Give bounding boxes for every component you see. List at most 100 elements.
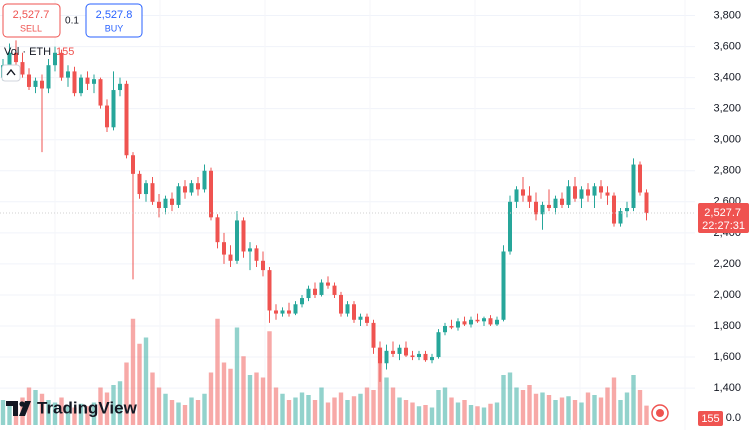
candle-body bbox=[14, 52, 18, 63]
quantity: 0.1 bbox=[65, 16, 79, 27]
y-tick-label: 3,800 bbox=[713, 9, 741, 21]
volume-bar bbox=[611, 377, 617, 425]
volume-bar bbox=[468, 405, 474, 425]
candle-body bbox=[404, 347, 408, 356]
candle-body bbox=[612, 195, 616, 224]
volume-bar bbox=[455, 402, 461, 425]
candle-body bbox=[46, 65, 51, 89]
candle-body bbox=[391, 350, 395, 354]
candle-body bbox=[508, 201, 512, 252]
buy-price: 2,527.8 bbox=[96, 9, 133, 21]
y-tick-label: 1,600 bbox=[713, 351, 741, 363]
grid bbox=[0, 15, 695, 389]
candle-body bbox=[111, 90, 116, 128]
candle-body bbox=[319, 282, 324, 295]
candle-body bbox=[469, 319, 473, 325]
volume-bar bbox=[553, 400, 558, 425]
volume-bar bbox=[195, 400, 201, 425]
candle-body bbox=[378, 347, 382, 364]
volume-bar bbox=[33, 390, 38, 425]
volume-bar bbox=[618, 400, 623, 425]
candle-body bbox=[176, 186, 181, 205]
volume-bar bbox=[130, 318, 136, 425]
collapse-icon bbox=[6, 68, 16, 76]
y-tick-label: 1,800 bbox=[713, 320, 741, 332]
candle-body bbox=[306, 288, 311, 299]
candle-body bbox=[157, 201, 161, 209]
candle-body bbox=[53, 52, 57, 66]
volume-bar bbox=[533, 393, 539, 425]
volume-legend-value: 155 bbox=[56, 46, 74, 58]
volume-bar bbox=[397, 397, 402, 425]
candle-body bbox=[228, 254, 233, 261]
candle-body bbox=[235, 220, 239, 261]
candle-body bbox=[118, 83, 122, 91]
candle-body bbox=[105, 105, 109, 128]
candle-body bbox=[150, 183, 155, 202]
candle-body bbox=[625, 208, 629, 212]
volume-bar bbox=[631, 375, 636, 425]
last-volume-label: 155 bbox=[701, 413, 719, 425]
volume-bar bbox=[410, 402, 415, 425]
price-pane bbox=[0, 40, 695, 382]
volume-bar bbox=[306, 395, 311, 425]
volume-bar bbox=[423, 405, 428, 425]
volume-legend: Vol · ETH bbox=[4, 46, 51, 58]
candle-body bbox=[209, 170, 213, 218]
volume-bar bbox=[429, 407, 435, 425]
candle-body bbox=[183, 186, 187, 193]
candle-body bbox=[579, 189, 584, 199]
volume-bar bbox=[104, 392, 110, 425]
volume-bar bbox=[449, 397, 454, 425]
candle-body bbox=[618, 211, 623, 224]
volume-bar bbox=[72, 407, 77, 425]
candle-body bbox=[384, 350, 389, 364]
candle-body bbox=[137, 173, 142, 195]
volume-bar bbox=[59, 397, 64, 425]
candle-body bbox=[144, 183, 148, 195]
candle-body bbox=[163, 198, 168, 209]
y-tick-label: 3,200 bbox=[713, 103, 741, 115]
candle-body bbox=[345, 304, 350, 314]
volume-bar bbox=[7, 402, 12, 425]
volume-bar bbox=[481, 407, 487, 425]
candle-body bbox=[566, 186, 571, 205]
volume-bar bbox=[293, 397, 298, 425]
volume-bar bbox=[351, 396, 357, 425]
volume-bar bbox=[273, 387, 279, 425]
candle-body bbox=[300, 298, 304, 305]
candle-body bbox=[267, 270, 272, 311]
candle-body bbox=[631, 164, 636, 209]
candle-body bbox=[540, 204, 545, 215]
candle-body bbox=[20, 62, 25, 75]
collapse-button[interactable] bbox=[1, 64, 21, 82]
volume-bar bbox=[462, 400, 467, 425]
candle-body bbox=[527, 195, 532, 202]
y-tick-label: 2,800 bbox=[713, 165, 741, 177]
volume-bar bbox=[384, 377, 389, 425]
candle-body bbox=[170, 198, 174, 205]
volume-bar bbox=[494, 402, 500, 425]
volume-bar bbox=[247, 375, 253, 425]
candle-body bbox=[397, 347, 402, 354]
volume-bar bbox=[111, 385, 116, 425]
volume-bar bbox=[332, 397, 337, 425]
y-tick-label: 2,200 bbox=[713, 258, 741, 270]
candle-body bbox=[274, 310, 278, 314]
candle-body bbox=[196, 183, 200, 190]
candle-body bbox=[430, 357, 434, 361]
volume-bar bbox=[377, 347, 383, 425]
volume-bar bbox=[299, 392, 305, 425]
flag-icon bbox=[651, 404, 669, 422]
buy-button[interactable] bbox=[85, 3, 143, 38]
volume-bar bbox=[546, 395, 552, 425]
candle-body bbox=[131, 155, 135, 174]
candle-body bbox=[482, 318, 486, 322]
volume-bar bbox=[137, 343, 142, 425]
price-axis: 1,4001,6001,8002,0002,2002,4002,6002,800… bbox=[698, 9, 749, 426]
candle-body bbox=[365, 316, 369, 323]
volume-bar bbox=[436, 390, 441, 425]
volume-bar bbox=[267, 331, 272, 425]
candle-body bbox=[241, 220, 246, 252]
sell-button[interactable] bbox=[2, 3, 61, 38]
